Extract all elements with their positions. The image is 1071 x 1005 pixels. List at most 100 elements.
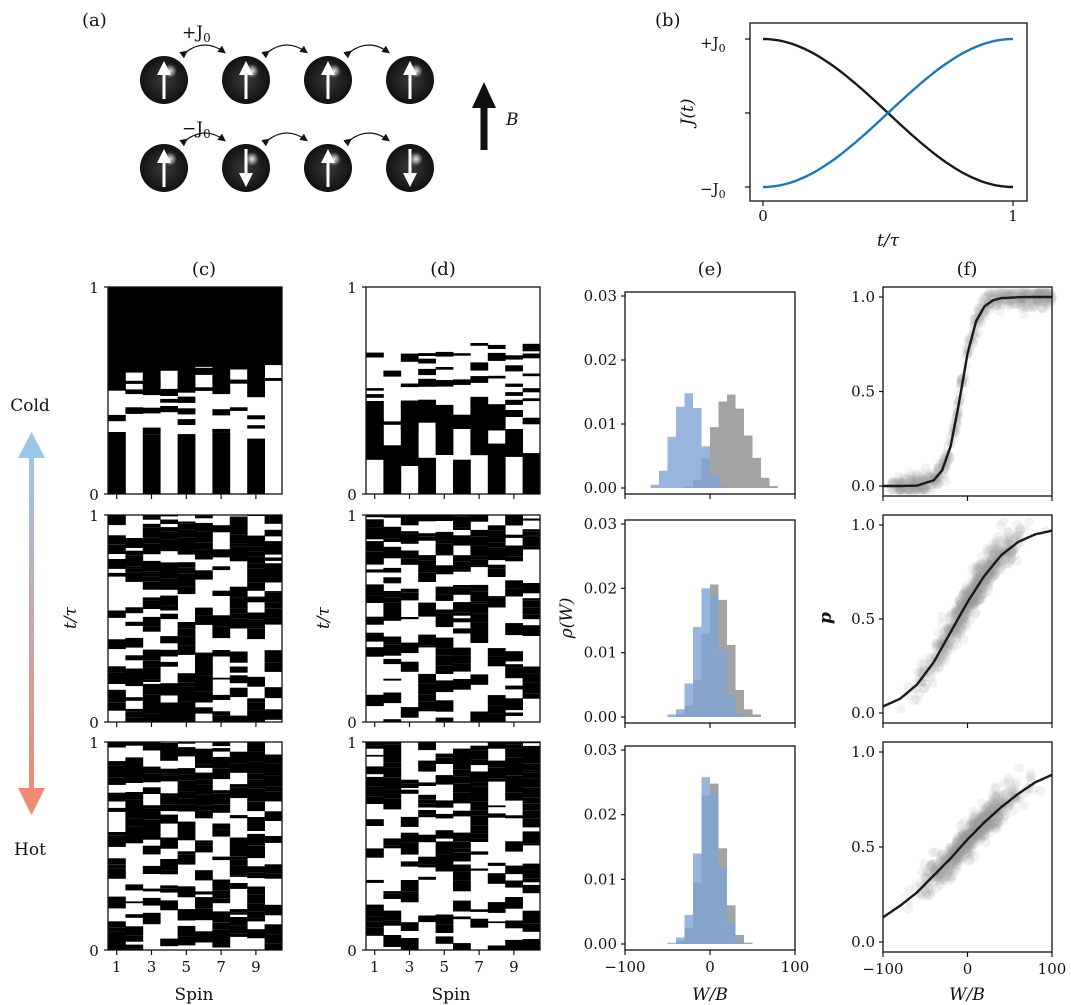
bottom-row-spin-1 bbox=[140, 144, 188, 192]
cold-label: Cold bbox=[10, 396, 50, 416]
raster-d-middle-frame bbox=[365, 514, 541, 723]
hist-bar-middle-s1-b12 bbox=[727, 694, 736, 717]
raster-d-ytick-0: 0 bbox=[347, 714, 357, 732]
hist-bar-hot-s1-b10 bbox=[710, 792, 719, 944]
raster-d-xtick-3: 3 bbox=[405, 958, 415, 976]
hist-middle-ytick-2: 0.02 bbox=[584, 579, 617, 597]
hist-bar-hot-s1-b5 bbox=[667, 942, 676, 944]
raster-d-ytick-0: 0 bbox=[347, 486, 357, 504]
top-row-spin-4 bbox=[386, 56, 434, 104]
raster-c-xtick-3: 3 bbox=[147, 958, 157, 976]
hist-bar-cold-s1-b3 bbox=[650, 484, 659, 488]
coupling-positive-label: +J0 bbox=[182, 23, 211, 45]
e-xlabel: W/B bbox=[692, 985, 728, 1005]
f-xlabel: W/B bbox=[949, 985, 985, 1005]
hist-bar-middle-s2-b14 bbox=[744, 709, 753, 717]
scatter-hot-ytick-1: 0.5 bbox=[851, 838, 875, 856]
field-label: B bbox=[505, 110, 519, 130]
scatter-middle-ytick-1: 0.5 bbox=[851, 610, 875, 628]
hist-bar-cold-s2-b13 bbox=[735, 408, 744, 488]
b-xlabel: t/τ bbox=[877, 231, 900, 251]
scatter-cold-ytick-1: 0.5 bbox=[851, 383, 875, 401]
top-row-spin-2 bbox=[222, 56, 270, 104]
coupling-negative-label: −J0 bbox=[182, 119, 211, 141]
panel-b-lines bbox=[762, 37, 1014, 189]
hist-bar-middle-s2-b15 bbox=[752, 714, 761, 717]
axis-labels: t/τ t/τ ρ(W) p Spin Spin W/B W/B bbox=[61, 598, 985, 1005]
scatter-xtick-2: 100 bbox=[1038, 960, 1067, 978]
f-ylabel: p bbox=[816, 612, 836, 624]
bottom-row-spin-4 bbox=[386, 144, 434, 192]
hist-bar-hot-s1-b12 bbox=[727, 922, 736, 944]
raster-c-middle-frame bbox=[107, 514, 283, 723]
hist-cold-ytick-3: 0.03 bbox=[584, 287, 617, 305]
raster-d-ytick-1: 1 bbox=[347, 734, 357, 752]
c-xlabel: Spin bbox=[175, 985, 214, 1005]
raster-d-hot: 011 3 5 7 9 bbox=[347, 734, 541, 976]
hist-hot-ytick-1: 0.01 bbox=[584, 870, 617, 888]
b-ylabel: J(t) bbox=[678, 99, 698, 129]
probability-scatters: 0.0 0.5 1.0 0.0 0.5 1.0 0.0 0.5 1.0 −100 0 100 bbox=[851, 286, 1067, 978]
panel-label-b: (b) bbox=[655, 10, 681, 31]
raster-c-ytick-1: 1 bbox=[89, 507, 99, 525]
hist-xtick-0: −100 bbox=[604, 958, 645, 976]
hist-bar-middle-s1-b10 bbox=[710, 596, 719, 717]
hist-bar-middle-s1-b7 bbox=[684, 683, 693, 717]
scatter-hot-fit-curve bbox=[882, 773, 1053, 919]
b-ytick-bottom: −J0 bbox=[700, 180, 726, 201]
scatter-cold-points bbox=[886, 288, 1057, 495]
scatter-hot-ytick-2: 1.0 bbox=[851, 743, 875, 761]
e-ylabel: ρ(W) bbox=[557, 598, 577, 640]
top-row-spin-1 bbox=[140, 56, 188, 104]
scatter-cold-ytick-2: 1.0 bbox=[851, 288, 875, 306]
scatter-hot-points bbox=[900, 763, 1046, 914]
hist-bar-middle-s1-b8 bbox=[693, 626, 702, 717]
hist-bar-cold-s2-b12 bbox=[727, 394, 736, 488]
panel-a: (a) +J0 −J0 B bbox=[82, 10, 519, 192]
panel-label-c: (c) bbox=[192, 259, 216, 280]
hist-bar-middle-s1-b13 bbox=[735, 713, 744, 717]
hist-middle-ytick-1: 0.01 bbox=[584, 644, 617, 662]
bottom-row-spin-2 bbox=[222, 144, 270, 192]
b-xtick-1: 1 bbox=[1008, 207, 1018, 225]
raster-c-hot: 011 3 5 7 9 bbox=[89, 734, 283, 976]
bottom-row-spin-3 bbox=[304, 144, 352, 192]
hist-bar-cold-s1-b8 bbox=[693, 408, 702, 488]
hist-middle-ytick-3: 0.03 bbox=[584, 515, 617, 533]
hist-bar-cold-s2-b11 bbox=[718, 401, 727, 488]
hist-bar-middle-s2-b12 bbox=[727, 644, 736, 717]
raster-d-xtick-9: 9 bbox=[509, 958, 519, 976]
top-row-coupling-arc-2 bbox=[261, 44, 308, 59]
hist-bar-cold-s1-b6 bbox=[676, 406, 685, 488]
J-curve-2 bbox=[762, 37, 1014, 189]
hist-bar-hot-s2-b14 bbox=[744, 942, 753, 944]
panel-label-a: (a) bbox=[82, 10, 107, 31]
raster-c-ytick-1: 1 bbox=[89, 279, 99, 297]
hist-bar-hot-s1-b8 bbox=[693, 853, 702, 944]
panel-label-e: (e) bbox=[698, 259, 723, 280]
raster-d-xtick-7: 7 bbox=[474, 958, 484, 976]
scatter-xtick-1: 0 bbox=[963, 960, 973, 978]
work-histograms: 0.00 0.01 0.02 0.03 0.00 0.01 0.02 0.03 0.00 0.01… bbox=[584, 287, 810, 976]
raster-c-middle: 01 bbox=[89, 507, 283, 732]
raster-c-ytick-1: 1 bbox=[89, 734, 99, 752]
panel-b: (b) +J0 −J0 0 1 t/τ J(t) bbox=[655, 10, 1028, 251]
scatter-cold: 0.0 0.5 1.0 bbox=[851, 286, 1057, 501]
hist-hot-ytick-0: 0.00 bbox=[584, 935, 617, 953]
hot-label: Hot bbox=[14, 840, 46, 860]
d-xlabel: Spin bbox=[432, 985, 471, 1005]
panel-b-axes bbox=[749, 22, 1028, 202]
hist-bar-cold-s2-b15 bbox=[752, 457, 761, 488]
raster-d-ytick-0: 0 bbox=[347, 942, 357, 960]
c-ylabel: t/τ bbox=[61, 606, 81, 629]
histogram-middle: 0.00 0.01 0.02 0.03 bbox=[584, 515, 796, 728]
scatter-middle-ytick-2: 1.0 bbox=[851, 516, 875, 534]
hist-hot-ytick-3: 0.03 bbox=[584, 741, 617, 759]
raster-c-xtick-5: 5 bbox=[182, 958, 192, 976]
top-row-coupling-arc-1 bbox=[179, 44, 226, 59]
scatter-middle-points bbox=[895, 516, 1051, 715]
hist-cold-ytick-1: 0.01 bbox=[584, 415, 617, 433]
hist-bar-cold-s1-b10 bbox=[710, 475, 719, 488]
